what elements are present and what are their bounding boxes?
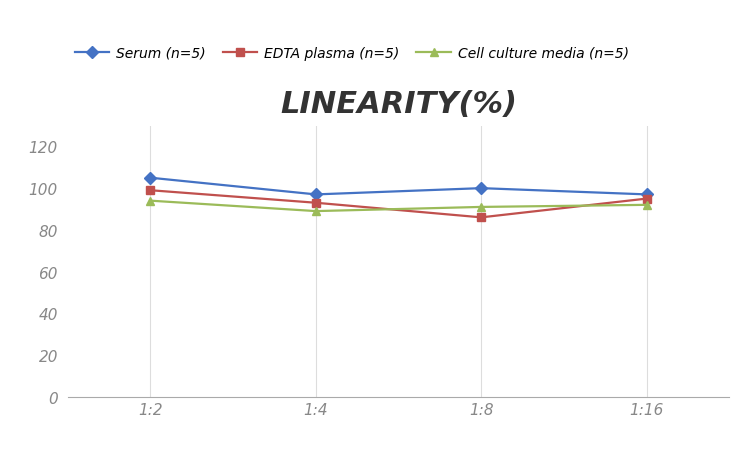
Legend: Serum (n=5), EDTA plasma (n=5), Cell culture media (n=5): Serum (n=5), EDTA plasma (n=5), Cell cul… [74, 46, 629, 60]
Serum (n=5) [477, 186, 486, 191]
EDTA plasma (n=5) [477, 215, 486, 221]
Cell culture media (n=5) [477, 205, 486, 210]
Line: Serum (n=5): Serum (n=5) [146, 174, 651, 199]
Cell culture media (n=5) [146, 198, 155, 204]
Cell culture media (n=5) [311, 209, 320, 214]
EDTA plasma (n=5) [146, 188, 155, 193]
Serum (n=5) [146, 175, 155, 181]
Cell culture media (n=5) [642, 202, 651, 208]
Line: EDTA plasma (n=5): EDTA plasma (n=5) [146, 187, 651, 222]
Line: Cell culture media (n=5): Cell culture media (n=5) [146, 197, 651, 216]
EDTA plasma (n=5) [311, 201, 320, 206]
EDTA plasma (n=5) [642, 197, 651, 202]
Title: LINEARITY(%): LINEARITY(%) [280, 89, 517, 119]
Serum (n=5) [642, 192, 651, 198]
Serum (n=5) [311, 192, 320, 198]
